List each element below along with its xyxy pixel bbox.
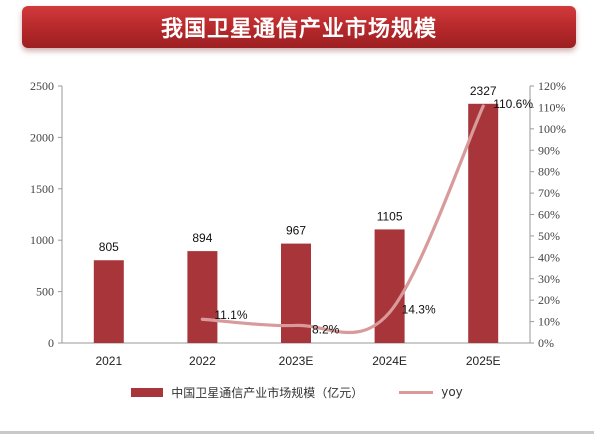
yoy-line-series [200,104,485,335]
right-tick-label: 110% [538,100,566,114]
left-tick-label: 2000 [30,130,54,144]
x-tick-label: 2023E [279,354,314,368]
yoy-value-label: 110.6% [493,97,533,111]
legend-item-bar: 中国卫星通信产业市场规模（亿元） [131,384,363,401]
footer-rule [0,431,594,434]
bar-value-label: 805 [99,240,119,254]
right-tick-label: 20% [538,293,560,307]
yoy-value-label: 14.3% [402,302,436,316]
left-tick-label: 1000 [30,233,54,247]
yoy-point [481,104,485,108]
bar-value-label: 894 [192,231,212,245]
data-labels: 805 894 967 1105 2327 11.1% 8.2% 14.3% 110.6% [99,84,534,337]
bar-value-label: 2327 [470,84,497,98]
yoy-value-label: 11.1% [214,308,247,322]
bar-value-label: 967 [286,224,306,238]
bar [93,260,124,343]
right-tick-label: 30% [538,272,560,286]
x-tick-label: 2022 [189,354,216,368]
yoy-point [294,323,298,327]
bar [468,103,499,344]
legend: 中国卫星通信产业市场规模（亿元） yoy [0,382,594,402]
bar [187,251,218,343]
bar-value-label: 1105 [377,209,403,223]
left-tick-label: 500 [36,285,54,299]
x-tick-label: 2024E [372,354,407,368]
x-tick-label: 2021 [95,354,122,368]
yoy-value-label: 8.2% [312,322,340,336]
yoy-point [388,310,392,314]
left-tick-label: 0 [48,336,54,350]
bar [281,243,311,343]
left-tick-label: 2500 [30,79,54,93]
legend-label-bar: 中国卫星通信产业市场规模（亿元） [171,385,364,400]
yoy-point [200,317,204,321]
right-tick-label: 90% [538,143,560,157]
x-tick-label: 2025E [466,354,501,368]
legend-label-line: yoy [441,385,463,399]
yoy-line [200,104,485,335]
right-tick-label: 40% [538,250,560,264]
left-tick-label: 1500 [30,182,54,196]
legend-swatch-bar [131,387,164,397]
right-tick-label: 60% [538,208,560,222]
chart-title: 我国卫星通信产业市场规模 [160,17,437,42]
right-tick-label: 0% [538,336,554,350]
right-tick-label: 100% [538,122,566,136]
bar [374,229,405,343]
right-tick-label: 120% [538,79,566,93]
legend-swatch-line [399,390,434,394]
right-tick-label: 10% [538,315,560,329]
right-tick-label: 70% [538,186,560,200]
chart-axes: 0 500 1000 1500 2000 2500 0% 10% 20% 30% 40% 50% 60%… [30,79,566,368]
title-banner: 我国卫星通信产业市场规模 [22,6,576,48]
right-tick-label: 50% [538,229,560,243]
right-tick-label: 80% [538,165,560,179]
legend-item-line: yoy [399,385,463,399]
